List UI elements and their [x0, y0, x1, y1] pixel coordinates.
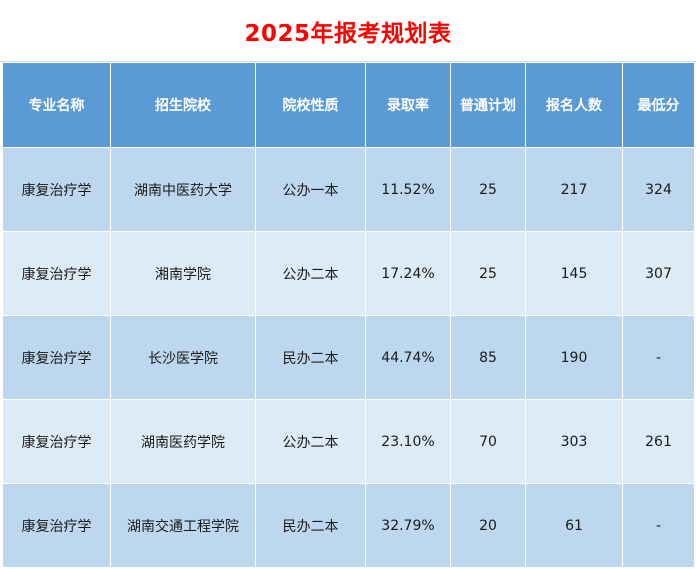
cell-min-score[interactable]: 307	[622, 231, 695, 316]
table-row: 康复治疗学 湖南中医药大学 公办一本 11.52% 25 217 324	[2, 147, 695, 232]
cell-major[interactable]: 康复治疗学	[2, 315, 111, 400]
cell-plan[interactable]: 70	[450, 399, 526, 484]
cell-admission-rate[interactable]: 23.10%	[365, 399, 451, 484]
cell-school[interactable]: 湖南交通工程学院	[110, 483, 256, 568]
planning-table: 专业名称 招生院校 院校性质 录取率 普通计划 报名人数 最低分 康复治疗学 湖…	[2, 62, 695, 568]
cell-school[interactable]: 长沙医学院	[110, 315, 256, 400]
cell-plan[interactable]: 85	[450, 315, 526, 400]
cell-school[interactable]: 湘南学院	[110, 231, 256, 316]
cell-min-score[interactable]: 261	[622, 399, 695, 484]
header-school[interactable]: 招生院校	[110, 62, 256, 148]
cell-major[interactable]: 康复治疗学	[2, 231, 111, 316]
header-plan[interactable]: 普通计划	[450, 62, 526, 148]
header-major[interactable]: 专业名称	[2, 62, 111, 148]
cell-applicants[interactable]: 217	[525, 147, 623, 232]
cell-major[interactable]: 康复治疗学	[2, 483, 111, 568]
cell-school[interactable]: 湖南中医药大学	[110, 147, 256, 232]
cell-min-score[interactable]: -	[622, 483, 695, 568]
table-row: 康复治疗学 湖南交通工程学院 民办二本 32.79% 20 61 -	[2, 483, 695, 568]
cell-applicants[interactable]: 190	[525, 315, 623, 400]
cell-admission-rate[interactable]: 32.79%	[365, 483, 451, 568]
table-row: 康复治疗学 湘南学院 公办二本 17.24% 25 145 307	[2, 231, 695, 316]
table-row: 康复治疗学 长沙医学院 民办二本 44.74% 85 190 -	[2, 315, 695, 400]
cell-school-type[interactable]: 公办二本	[255, 231, 366, 316]
cell-plan[interactable]: 25	[450, 231, 526, 316]
cell-major[interactable]: 康复治疗学	[2, 147, 111, 232]
cell-school-type[interactable]: 公办一本	[255, 147, 366, 232]
title-row: 2025年报考规划表	[0, 0, 696, 62]
cell-applicants[interactable]: 145	[525, 231, 623, 316]
header-school-type[interactable]: 院校性质	[255, 62, 366, 148]
cell-admission-rate[interactable]: 17.24%	[365, 231, 451, 316]
cell-major[interactable]: 康复治疗学	[2, 399, 111, 484]
cell-plan[interactable]: 20	[450, 483, 526, 568]
cell-applicants[interactable]: 61	[525, 483, 623, 568]
cell-plan[interactable]: 25	[450, 147, 526, 232]
cell-school-type[interactable]: 民办二本	[255, 315, 366, 400]
header-min-score[interactable]: 最低分	[622, 62, 695, 148]
cell-min-score[interactable]: 324	[622, 147, 695, 232]
table-row: 康复治疗学 湖南医药学院 公办二本 23.10% 70 303 261	[2, 399, 695, 484]
cell-admission-rate[interactable]: 44.74%	[365, 315, 451, 400]
header-row: 专业名称 招生院校 院校性质 录取率 普通计划 报名人数 最低分	[2, 62, 695, 148]
cell-school-type[interactable]: 民办二本	[255, 483, 366, 568]
page-title: 2025年报考规划表	[244, 20, 452, 47]
cell-school-type[interactable]: 公办二本	[255, 399, 366, 484]
cell-min-score[interactable]: -	[622, 315, 695, 400]
header-admission-rate[interactable]: 录取率	[365, 62, 451, 148]
cell-admission-rate[interactable]: 11.52%	[365, 147, 451, 232]
cell-applicants[interactable]: 303	[525, 399, 623, 484]
cell-school[interactable]: 湖南医药学院	[110, 399, 256, 484]
header-applicants[interactable]: 报名人数	[525, 62, 623, 148]
